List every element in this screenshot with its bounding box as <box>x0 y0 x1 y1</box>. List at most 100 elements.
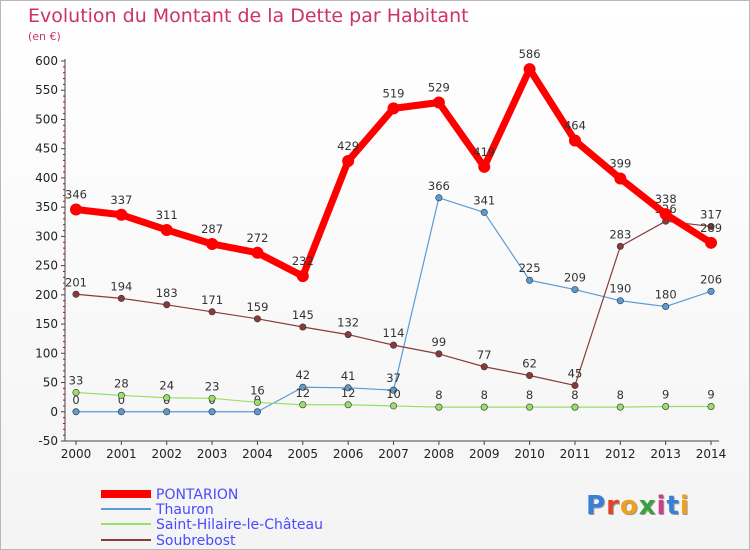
data-point-soubrebost <box>344 331 352 339</box>
data-label-thauron: 206 <box>700 272 722 286</box>
data-label-thauron: 341 <box>473 193 495 207</box>
data-point-soubrebost <box>208 308 216 316</box>
data-point-saint-hilaire-le-ch-teau <box>253 398 261 406</box>
data-point-soubrebost <box>571 381 579 389</box>
data-point-pontarion <box>478 160 491 173</box>
data-label-saint-hilaire-le-ch-teau: 8 <box>617 388 624 402</box>
logo-letter: t <box>666 491 680 521</box>
x-tick-label: 2014 <box>696 447 727 461</box>
y-tick-label: -50 <box>38 434 58 448</box>
legend-label-thauron: Thauron <box>155 502 214 518</box>
data-label-pontarion: 289 <box>700 221 722 235</box>
data-label-soubrebost: 45 <box>568 366 583 380</box>
data-point-thauron <box>435 194 443 202</box>
data-point-saint-hilaire-le-ch-teau <box>72 388 80 396</box>
x-tick-label: 2007 <box>378 447 409 461</box>
data-point-thauron <box>299 383 307 391</box>
data-point-pontarion <box>432 96 445 109</box>
data-label-pontarion: 419 <box>473 145 495 159</box>
x-tick-label: 2010 <box>514 447 545 461</box>
data-label-thauron: 225 <box>519 261 541 275</box>
legend-label-saint-hilaire-le-ch-teau: Saint-Hilaire-le-Château <box>156 517 323 533</box>
data-label-soubrebost: 283 <box>609 227 631 241</box>
data-label-saint-hilaire-le-ch-teau: 8 <box>481 388 488 402</box>
data-label-soubrebost: 132 <box>337 316 359 330</box>
data-label-thauron: 180 <box>655 288 677 302</box>
data-label-saint-hilaire-le-ch-teau: 8 <box>435 388 442 402</box>
y-tick-label: 50 <box>43 376 58 390</box>
data-point-pontarion <box>115 208 128 221</box>
y-tick-label: 600 <box>35 54 58 68</box>
data-label-saint-hilaire-le-ch-teau: 16 <box>250 383 265 397</box>
unit-label: (en €) <box>28 30 61 43</box>
data-point-pontarion <box>342 154 355 167</box>
data-point-saint-hilaire-le-ch-teau <box>571 403 579 411</box>
data-point-saint-hilaire-le-ch-teau <box>616 403 624 411</box>
data-label-pontarion: 586 <box>519 47 541 61</box>
data-point-saint-hilaire-le-ch-teau <box>299 401 307 409</box>
data-label-saint-hilaire-le-ch-teau: 23 <box>205 379 220 393</box>
data-label-saint-hilaire-le-ch-teau: 33 <box>69 373 84 387</box>
x-tick-label: 2008 <box>424 447 455 461</box>
data-label-pontarion: 346 <box>65 187 87 201</box>
data-point-pontarion <box>659 208 672 221</box>
data-label-saint-hilaire-le-ch-teau: 28 <box>114 376 129 390</box>
logo-letter: o <box>619 491 639 521</box>
series-line-soubrebost <box>75 220 712 387</box>
data-label-saint-hilaire-le-ch-teau: 12 <box>341 386 356 400</box>
logo-letter: r <box>606 491 620 521</box>
data-point-pontarion <box>705 236 718 249</box>
data-label-pontarion: 337 <box>110 193 132 207</box>
data-point-saint-hilaire-le-ch-teau <box>526 403 534 411</box>
data-label-thauron: 42 <box>295 368 310 382</box>
data-label-saint-hilaire-le-ch-teau: 8 <box>526 388 533 402</box>
x-tick-label: 2002 <box>151 447 182 461</box>
data-point-thauron <box>117 408 125 416</box>
y-tick-label: 250 <box>35 259 58 273</box>
y-tick-label: 100 <box>35 346 58 360</box>
chart-title: Evolution du Montant de la Dette par Hab… <box>28 5 469 27</box>
legend-label-pontarion: PONTARION <box>156 487 238 503</box>
data-point-pontarion <box>614 172 627 185</box>
data-label-soubrebost: 201 <box>65 275 87 289</box>
data-point-saint-hilaire-le-ch-teau <box>435 403 443 411</box>
data-label-saint-hilaire-le-ch-teau: 10 <box>386 387 401 401</box>
data-label-soubrebost: 183 <box>156 286 178 300</box>
data-label-soubrebost: 171 <box>201 293 223 307</box>
data-point-pontarion <box>251 246 264 259</box>
data-point-soubrebost <box>390 341 398 349</box>
y-tick-label: 500 <box>35 112 58 126</box>
data-label-soubrebost: 194 <box>110 279 132 293</box>
data-label-soubrebost: 114 <box>383 326 405 340</box>
data-point-soubrebost <box>163 301 171 309</box>
data-label-saint-hilaire-le-ch-teau: 9 <box>707 388 714 402</box>
data-label-pontarion: 464 <box>564 119 586 133</box>
data-label-saint-hilaire-le-ch-teau: 12 <box>295 386 310 400</box>
data-point-saint-hilaire-le-ch-teau <box>344 401 352 409</box>
y-tick-label: 300 <box>35 229 58 243</box>
data-point-saint-hilaire-le-ch-teau <box>390 402 398 410</box>
data-label-thauron: 41 <box>341 369 356 383</box>
data-label-saint-hilaire-le-ch-teau: 9 <box>662 388 669 402</box>
data-point-thauron <box>526 276 534 284</box>
y-tick-label: 350 <box>35 200 58 214</box>
y-tick-label: 450 <box>35 142 58 156</box>
data-point-thauron <box>163 408 171 416</box>
y-tick-label: 400 <box>35 171 58 185</box>
data-point-pontarion <box>70 203 82 216</box>
data-point-thauron <box>390 386 398 394</box>
y-tick-label: 0 <box>50 405 58 419</box>
data-point-soubrebost <box>253 315 261 323</box>
data-label-pontarion: 529 <box>428 81 450 95</box>
data-label-soubrebost: 99 <box>432 335 447 349</box>
logo-letter: P <box>586 491 607 521</box>
data-label-pontarion: 338 <box>655 192 677 206</box>
data-point-pontarion <box>296 270 309 283</box>
x-tick-label: 2013 <box>650 447 681 461</box>
data-label-thauron: 0 <box>118 393 125 407</box>
data-point-soubrebost <box>480 363 488 371</box>
data-point-soubrebost <box>435 350 443 358</box>
data-point-saint-hilaire-le-ch-teau <box>707 403 715 411</box>
data-point-thauron <box>253 408 261 416</box>
